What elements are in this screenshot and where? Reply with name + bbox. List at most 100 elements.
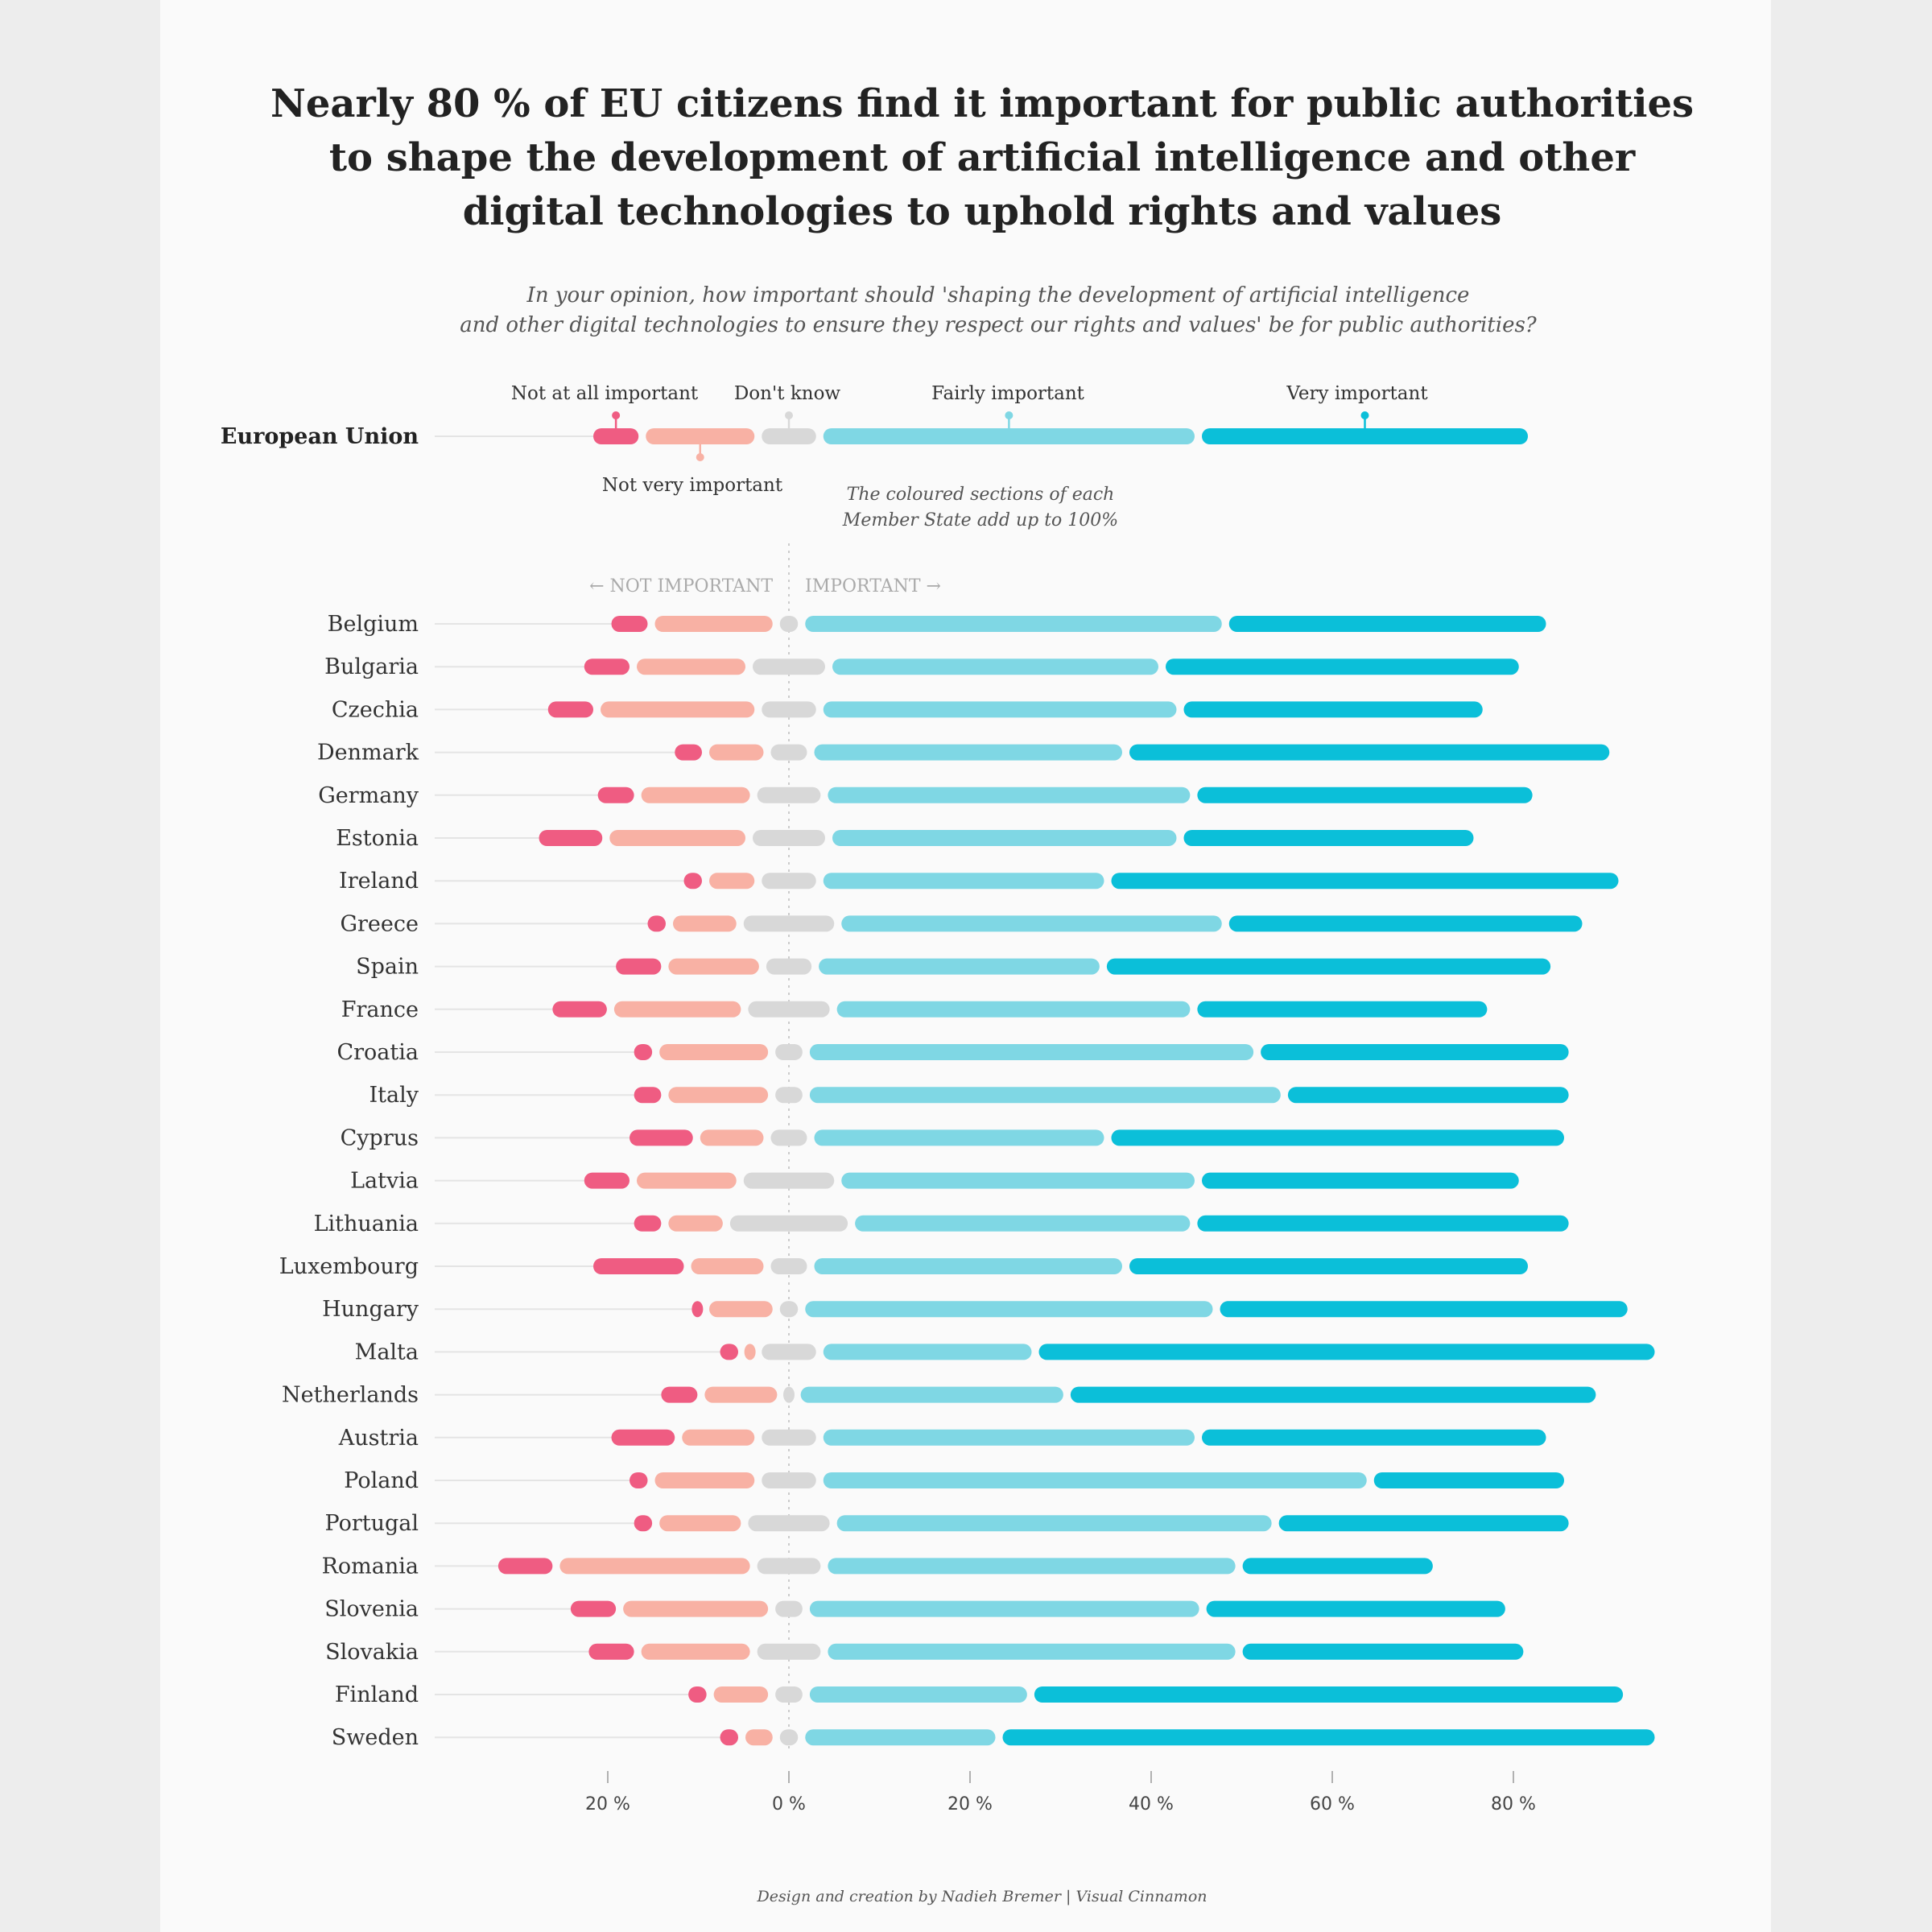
x-tick-label: 20 % xyxy=(585,1794,630,1814)
country-label: Netherlands xyxy=(282,1383,419,1408)
bar-dont-know xyxy=(762,701,816,718)
bar-very xyxy=(1038,1344,1655,1360)
bar-not-very xyxy=(654,616,773,632)
bar-not-very xyxy=(700,1129,764,1146)
bar-very xyxy=(1202,1429,1546,1446)
row-bulgaria: Bulgaria xyxy=(324,654,1519,679)
bar-fairly xyxy=(809,1044,1254,1060)
bar-fairly xyxy=(836,1515,1272,1532)
bar-not-very xyxy=(641,1643,750,1660)
bar-dont-know xyxy=(757,1643,821,1660)
bar-fairly xyxy=(832,830,1177,846)
country-label: France xyxy=(341,997,419,1022)
bar-not-at-all xyxy=(630,1129,693,1146)
bar-not-very xyxy=(709,1301,773,1318)
bar-very xyxy=(1242,1643,1524,1660)
bar-not-at-all xyxy=(497,1558,553,1575)
bar-not-very xyxy=(744,1344,756,1360)
bar-dont-know xyxy=(779,1729,799,1746)
bar-dont-know xyxy=(783,1386,795,1403)
country-label: Croatia xyxy=(336,1040,419,1065)
bar-very xyxy=(1197,1215,1569,1232)
bar-dont-know xyxy=(770,1129,807,1146)
x-tick: 20 % xyxy=(947,1771,993,1814)
row-poland: Poland xyxy=(344,1468,1564,1493)
bar-dont-know xyxy=(775,1600,803,1617)
bar-not-at-all xyxy=(593,428,639,444)
country-label: Italy xyxy=(369,1083,419,1108)
bar-very xyxy=(1034,1686,1624,1703)
bar-fairly xyxy=(814,744,1122,761)
x-axis: 20 % 0 % 20 % 40 % 60 % 80 % xyxy=(585,1771,1536,1814)
bar-not-very xyxy=(609,830,745,846)
bar-not-very xyxy=(682,1429,755,1446)
row-latvia: Latvia xyxy=(350,1169,1519,1194)
row-italy: Italy xyxy=(369,1083,1569,1108)
bar-not-at-all xyxy=(634,1215,662,1232)
country-label: Malta xyxy=(355,1340,419,1364)
legend-item-very: Very important xyxy=(1286,383,1428,428)
bar-fairly xyxy=(800,1386,1063,1403)
legend-label: Don't know xyxy=(734,383,841,404)
bar-not-at-all xyxy=(552,1001,607,1018)
bar-not-at-all xyxy=(688,1686,707,1703)
x-tick: 80 % xyxy=(1491,1771,1536,1814)
country-label: Germany xyxy=(318,783,419,808)
bar-very xyxy=(1202,428,1528,444)
bar-dont-know xyxy=(762,1429,816,1446)
bar-not-at-all xyxy=(634,1044,653,1060)
bar-dont-know xyxy=(743,1172,835,1189)
bar-very xyxy=(1070,1386,1596,1403)
bar-very xyxy=(1220,1301,1628,1318)
bar-very xyxy=(1002,1729,1655,1746)
bar-fairly xyxy=(809,1600,1199,1617)
bar-dont-know xyxy=(766,958,812,975)
chart-subtitle: In your opinion, how important should 's… xyxy=(460,283,1538,337)
bar-fairly xyxy=(832,658,1158,675)
bar-not-very xyxy=(637,658,745,675)
bar-dont-know xyxy=(743,915,835,932)
country-label: Spain xyxy=(356,955,419,980)
bar-fairly xyxy=(823,701,1177,718)
bar-not-at-all xyxy=(634,1087,662,1104)
bar-not-very xyxy=(668,958,759,975)
country-label: Lithuania xyxy=(314,1212,419,1236)
bar-very xyxy=(1287,1087,1569,1104)
bar-not-very xyxy=(713,1686,769,1703)
x-tick: 60 % xyxy=(1310,1771,1355,1814)
bar-not-at-all xyxy=(593,1258,684,1274)
bar-not-very xyxy=(646,428,755,444)
legend-label: Not very important xyxy=(602,475,783,496)
bar-not-at-all xyxy=(691,1301,704,1318)
bar-fairly xyxy=(823,873,1104,890)
bar-dont-know xyxy=(770,1258,807,1274)
bar-dont-know xyxy=(753,658,825,675)
bar-dont-know xyxy=(770,744,807,761)
bar-very xyxy=(1197,1001,1488,1018)
bar-fairly xyxy=(814,1258,1122,1274)
bar-not-very xyxy=(668,1215,723,1232)
row-lithuania: Lithuania xyxy=(314,1212,1569,1236)
bar-not-at-all xyxy=(720,1344,738,1360)
bar-not-very xyxy=(623,1600,769,1617)
note-line-1: The coloured sections of each xyxy=(847,485,1115,505)
bar-very xyxy=(1242,1558,1433,1575)
bar-not-at-all xyxy=(547,701,593,718)
bar-dont-know xyxy=(775,1087,803,1104)
row-luxembourg: Luxembourg xyxy=(279,1254,1528,1279)
row-european-union: European Union xyxy=(221,424,1528,449)
country-label: Poland xyxy=(344,1468,419,1493)
legend-item-fairly: Fairly important xyxy=(931,383,1085,428)
country-label: Belgium xyxy=(328,612,419,637)
row-romania: Romania xyxy=(322,1554,1433,1579)
bar-dont-know xyxy=(748,1515,830,1532)
country-label: Cyprus xyxy=(341,1125,419,1150)
bar-dont-know xyxy=(779,616,799,632)
row-czechia: Czechia xyxy=(332,697,1483,722)
legend-item-not-very: Not very important xyxy=(602,444,783,496)
bar-very xyxy=(1183,830,1474,846)
eu-row: European Union xyxy=(221,424,1528,449)
bar-dont-know xyxy=(748,1001,830,1018)
title-line-1: Nearly 80 % of EU citizens find it impor… xyxy=(270,81,1694,126)
